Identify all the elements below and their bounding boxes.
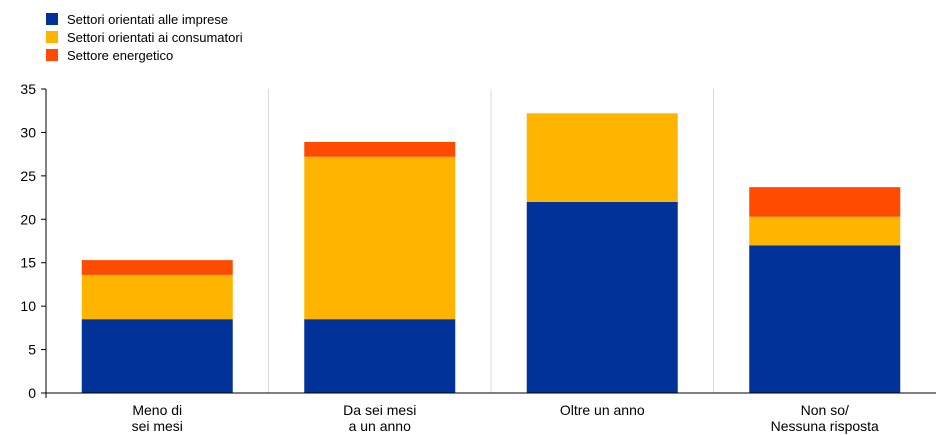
- bar-segment: [304, 319, 456, 393]
- y-tick-label: 5: [28, 342, 36, 358]
- bar-segment: [526, 113, 678, 202]
- y-tick-label: 25: [20, 168, 36, 184]
- x-tick-label-line: sei mesi: [132, 418, 183, 434]
- x-tick-label-line: Meno di: [132, 402, 182, 418]
- chart-legend: Settori orientati alle imprese Settori o…: [46, 10, 243, 64]
- x-tick-label: Meno di sei mesi: [132, 402, 183, 434]
- bar-segment: [81, 260, 233, 275]
- y-tick-label: 0: [28, 385, 36, 401]
- legend-label-energetico: Settore energetico: [67, 47, 174, 63]
- bar-segment: [304, 141, 456, 157]
- legend-swatch-energetico: [46, 49, 58, 61]
- bar-segment: [749, 216, 901, 246]
- legend-item-consumatori: Settori orientati ai consumatori: [46, 28, 243, 46]
- x-tick-label-line: a un anno: [349, 418, 411, 434]
- y-tick-label: 30: [20, 124, 36, 140]
- legend-label-consumatori: Settori orientati ai consumatori: [67, 29, 243, 45]
- y-tick-label: 10: [20, 298, 36, 314]
- bar-segment: [81, 319, 233, 393]
- y-tick-label: 20: [20, 211, 36, 227]
- x-tick-label: Oltre un anno: [560, 402, 645, 418]
- y-tick-label: 15: [20, 255, 36, 271]
- bar-segment: [81, 274, 233, 320]
- bar-segment: [749, 187, 901, 217]
- legend-label-imprese: Settori orientati alle imprese: [67, 11, 229, 27]
- legend-swatch-imprese: [46, 13, 58, 25]
- x-tick-label: Non so/Nessuna risposta: [771, 402, 879, 434]
- bar-segment: [749, 245, 901, 393]
- y-tick-label: 35: [20, 81, 36, 97]
- x-tick-label-line: Nessuna risposta: [771, 418, 879, 434]
- x-tick-label: Da sei mesi a un anno: [343, 402, 416, 434]
- legend-item-energetico: Settore energetico: [46, 46, 243, 64]
- x-tick-label-line: Oltre un anno: [560, 402, 645, 418]
- bar-segment: [526, 201, 678, 393]
- x-tick-label-line: Da sei mesi: [343, 402, 416, 418]
- x-tick-label-line: Non so/: [801, 402, 849, 418]
- bar-segment: [304, 156, 456, 320]
- legend-item-imprese: Settori orientati alle imprese: [46, 10, 243, 28]
- legend-swatch-consumatori: [46, 31, 58, 43]
